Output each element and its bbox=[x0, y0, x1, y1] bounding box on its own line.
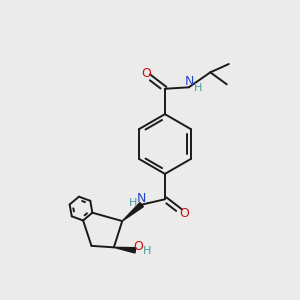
Text: O: O bbox=[179, 207, 189, 220]
Text: O: O bbox=[141, 68, 151, 80]
Text: H: H bbox=[128, 198, 137, 208]
Text: N: N bbox=[184, 75, 194, 88]
Polygon shape bbox=[122, 202, 143, 221]
Text: H: H bbox=[194, 83, 202, 93]
Polygon shape bbox=[114, 247, 136, 253]
Text: H: H bbox=[142, 246, 151, 256]
Text: O: O bbox=[133, 240, 143, 253]
Text: N: N bbox=[136, 192, 146, 205]
